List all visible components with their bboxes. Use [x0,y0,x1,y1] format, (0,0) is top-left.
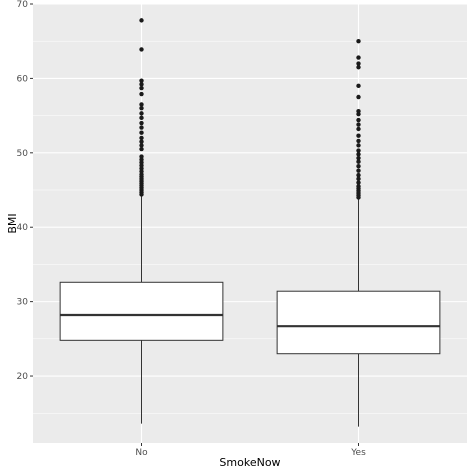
outlier-point [139,102,144,107]
outlier-point [356,159,361,164]
outlier-point [139,115,144,121]
outlier-point [139,78,144,83]
outlier-point [356,176,361,182]
outlier-point [139,85,144,91]
y-tick-label: 30 [17,298,29,308]
outlier-point [139,135,144,141]
y-tick-label: 50 [17,149,29,159]
iqr-box [276,290,441,355]
outlier-point [139,120,144,126]
outlier-point [356,94,361,100]
y-tick-label: 60 [17,74,29,84]
outlier-point [356,184,361,189]
outlier-point [139,125,144,130]
outlier-point [139,130,144,135]
outlier-point [356,148,361,153]
boxes-layer [59,18,441,427]
outlier-point [356,83,361,89]
y-tick-label: 40 [17,223,29,233]
outlier-point [356,55,361,60]
outlier-point [356,138,361,144]
outlier-point [139,91,144,97]
outlier-point [139,146,144,152]
outlier-point [356,164,361,169]
y-tick-label: 20 [17,372,29,382]
outlier-point [356,180,361,185]
x-tick-label: No [135,448,148,458]
box-no [59,18,224,424]
outlier-point [356,108,361,114]
y-tick-label: 70 [17,0,29,10]
outlier-point [356,39,361,44]
outlier-point [356,61,361,66]
outlier-point [356,133,361,138]
outlier-point [139,143,144,148]
outlier-point [356,117,361,123]
outlier-point [356,126,361,132]
outlier-point [139,139,144,144]
outlier-point [139,47,144,52]
box-yes [276,39,441,427]
y-axis-title: BMI [6,213,19,233]
outlier-point [139,111,144,116]
x-axis-ticks: No Yes [135,443,366,458]
iqr-box [59,281,224,341]
outlier-point [139,82,144,87]
x-tick-label: Yes [350,448,366,458]
plot-panel [33,4,467,443]
outlier-point [356,143,361,148]
x-axis-title: SmokeNow [219,456,280,469]
outlier-point [356,155,361,161]
outlier-point [356,172,361,178]
outlier-point [356,152,361,157]
outlier-point [356,168,361,173]
y-axis-ticks: 20 30 40 50 60 70 [17,0,33,382]
outlier-point [139,18,144,23]
outlier-point [139,154,144,159]
outlier-point [356,65,361,70]
outlier-point [356,122,361,127]
outlier-point [139,105,144,111]
